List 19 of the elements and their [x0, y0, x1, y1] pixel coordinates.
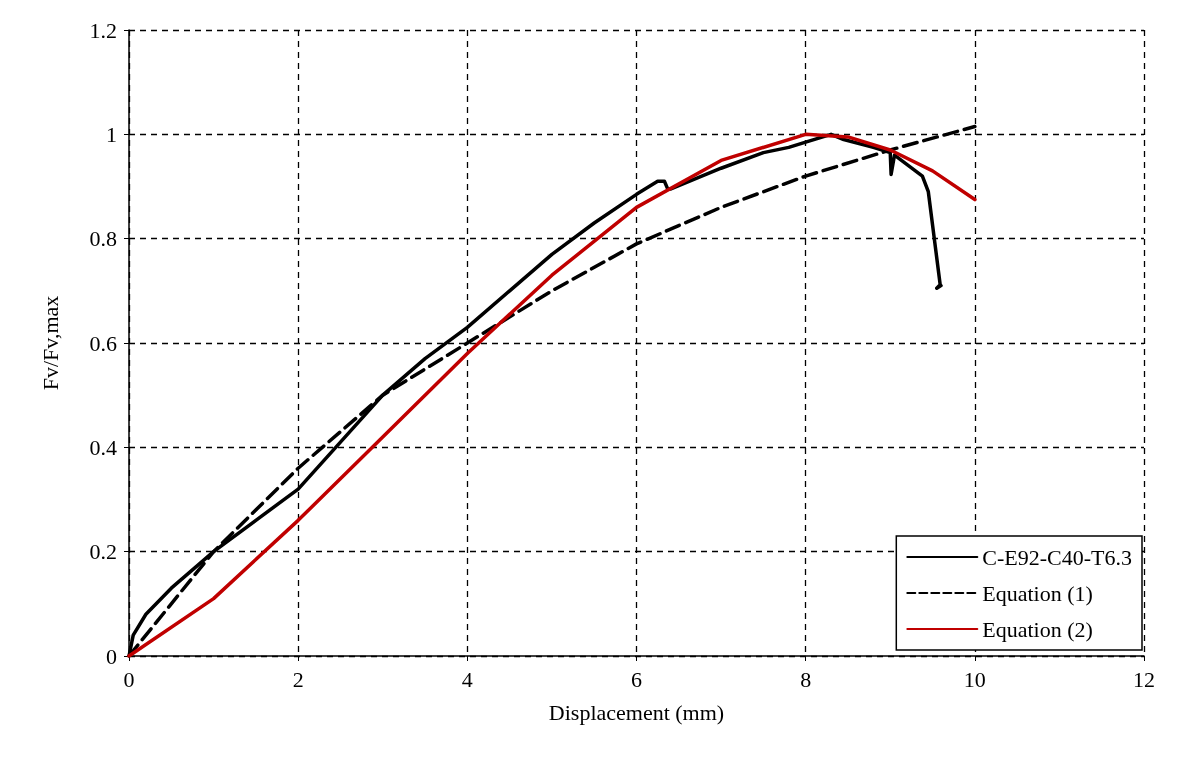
x-tick-label: 10	[963, 666, 986, 692]
legend-label: C-E92-C40-T6.3	[982, 544, 1132, 570]
x-tick-label: 4	[461, 666, 473, 692]
y-tick-label: 0	[106, 643, 117, 669]
y-tick-label: 0.6	[89, 330, 117, 356]
y-tick-label: 1.2	[89, 17, 117, 43]
x-tick-label: 2	[292, 666, 304, 692]
legend-label: Equation (2)	[982, 616, 1093, 642]
y-tick-label: 1	[106, 121, 117, 147]
x-tick-label: 0	[123, 666, 135, 692]
y-tick-label: 0.2	[89, 539, 117, 565]
x-axis-title: Displacement (mm)	[548, 699, 725, 725]
y-tick-label: 0.4	[89, 434, 117, 460]
legend-label: Equation (1)	[982, 580, 1093, 606]
x-tick-label: 12	[1133, 666, 1155, 692]
x-tick-label: 8	[800, 666, 812, 692]
y-tick-label: 0.8	[89, 226, 117, 252]
y-axis-title: Fv/Fv,max	[37, 295, 63, 391]
x-tick-label: 6	[631, 666, 642, 692]
